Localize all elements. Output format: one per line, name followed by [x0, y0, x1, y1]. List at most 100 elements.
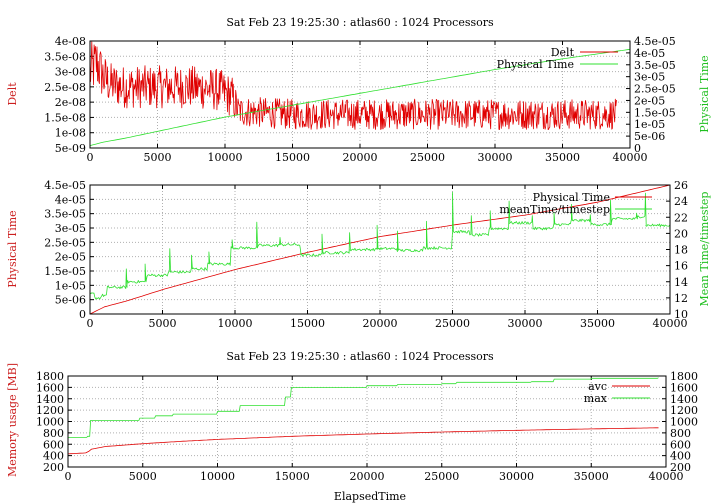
y-tick-label: 3.5e-05	[44, 208, 86, 221]
y2-tick-label: 1600	[670, 381, 698, 394]
panel-2-x-axis: 0 5000 10000 15000 20000 25000 30000 35000 40000	[87, 185, 688, 330]
x-tick-label: 15000	[290, 317, 325, 330]
y2-tick-label: 200	[670, 461, 691, 474]
panel-1-title: Sat Feb 23 19:25:30 : atlas60 : 1024 Pro…	[226, 16, 494, 29]
panel-3-legend: avc max	[584, 380, 650, 405]
y-tick-label: 4e-05	[55, 193, 86, 206]
legend-meantime: meanTime/timestep	[499, 203, 610, 216]
legend-delt: Delt	[551, 46, 575, 59]
y2-tick-label: 1800	[670, 370, 698, 383]
x-tick-label: 10000	[208, 151, 243, 164]
panel-3-title: Sat Feb 23 19:25:30 : atlas60 : 1024 Pro…	[226, 350, 494, 363]
x-tick-label: 0	[65, 470, 72, 483]
x-tick-label: 20000	[350, 470, 385, 483]
x-tick-label: 35000	[545, 151, 580, 164]
y-tick-label: 5e-06	[55, 294, 86, 307]
x-tick-label: 30000	[508, 317, 543, 330]
y2-tick-label: 1400	[670, 393, 698, 406]
panel-3-series	[67, 377, 659, 455]
panel-1-y2-axis: 05e-061e-051.5e-052e-052.5e-053e-053.5e-…	[626, 35, 676, 155]
x-tick-label: 30000	[499, 470, 534, 483]
panel-1-legend: Delt Physical Time	[497, 46, 618, 71]
panel-3-grid	[68, 376, 666, 467]
x-tick-label: 15000	[275, 151, 310, 164]
panel-1-x-axis: 0 5000 10000 15000 20000 25000 30000 35000 40000	[87, 41, 648, 164]
series-line-physical-time	[89, 184, 671, 315]
y2-tick-label: 800	[670, 427, 691, 440]
y-tick-label: 800	[43, 427, 64, 440]
y2-tick-label: 12	[674, 292, 688, 305]
y-tick-label: 200	[43, 461, 64, 474]
y2-tick-label: 24	[674, 195, 688, 208]
panel-3-xlabel: ElapsedTime	[334, 490, 406, 503]
x-tick-label: 25000	[435, 317, 470, 330]
y-tick-label: 2.5e-05	[44, 236, 86, 249]
y-tick-label: 3e-08	[55, 66, 86, 79]
y-tick-label: 1600	[36, 381, 64, 394]
y-tick-label: 1.5e-08	[44, 111, 86, 124]
y2-tick-label: 1000	[670, 416, 698, 429]
y2-tick-label: 4e-05	[634, 47, 665, 60]
x-tick-label: 15000	[275, 470, 310, 483]
series-line-max	[68, 377, 659, 438]
panel-1-y2label: Physical Time	[698, 55, 711, 132]
x-tick-label: 20000	[343, 151, 378, 164]
x-tick-label: 5000	[149, 317, 177, 330]
y-tick-label: 1000	[36, 416, 64, 429]
meantime-panel: Physical Time Mean Time/timestep 0 5000 10…	[6, 179, 711, 330]
y-tick-label: 1e-08	[55, 127, 86, 140]
y-tick-label: 4e-08	[55, 35, 86, 48]
y2-tick-label: 0	[634, 142, 641, 155]
y-tick-label: 5e-09	[55, 142, 86, 155]
y2-tick-label: 14	[674, 276, 688, 289]
y-tick-label: 3e-05	[55, 222, 86, 235]
y2-tick-label: 26	[674, 179, 688, 192]
x-tick-label: 35000	[580, 317, 615, 330]
y2-tick-label: 1.5e-05	[634, 106, 676, 119]
memory-usage-panel: Sat Feb 23 19:25:30 : atlas60 : 1024 Pro…	[6, 350, 698, 503]
y2-tick-label: 3e-05	[634, 71, 665, 84]
y-tick-label: 1200	[36, 404, 64, 417]
y-tick-label: 1.5e-05	[44, 265, 86, 278]
y2-tick-label: 5e-06	[634, 130, 665, 143]
y-tick-label: 1800	[36, 370, 64, 383]
x-tick-label: 25000	[424, 470, 459, 483]
y-tick-label: 2e-08	[55, 96, 86, 109]
series-line-physical-time	[89, 48, 631, 146]
y2-tick-label: 22	[674, 211, 688, 224]
panel-2-y2-axis: 10 12 14 16 18 20 22 24 26	[666, 179, 688, 321]
y2-tick-label: 3.5e-05	[634, 59, 676, 72]
y-tick-label: 400	[43, 450, 64, 463]
x-tick-label: 40000	[649, 470, 684, 483]
y2-tick-label: 1200	[670, 404, 698, 417]
y2-tick-label: 20	[674, 227, 688, 240]
y-tick-label: 2.5e-08	[44, 81, 86, 94]
x-tick-label: 10000	[200, 470, 235, 483]
y-tick-label: 1400	[36, 393, 64, 406]
x-tick-label: 0	[87, 317, 94, 330]
x-tick-label: 5000	[144, 151, 172, 164]
series-line-avc	[67, 427, 659, 455]
x-tick-label: 25000	[410, 151, 445, 164]
x-tick-label: 5000	[129, 470, 157, 483]
x-tick-label: 20000	[363, 317, 398, 330]
panel-1-series	[89, 41, 631, 146]
panel-1-frame	[89, 40, 631, 149]
panel-1-ylabel: Delt	[6, 82, 19, 106]
series-line-meantime-timestep	[89, 191, 671, 300]
y2-tick-label: 2.5e-05	[634, 83, 676, 96]
panel-2-series	[89, 184, 671, 315]
y2-tick-label: 400	[670, 450, 691, 463]
panel-2-ylabel: Physical Time	[6, 210, 19, 287]
panel-2-frame	[89, 184, 671, 315]
y-tick-label: 600	[43, 438, 64, 451]
legend-max: max	[584, 392, 608, 405]
panel-2-y2label: Mean Time/timestep	[698, 192, 711, 307]
legend-avc: avc	[588, 380, 607, 393]
y-tick-label: 4.5e-05	[44, 179, 86, 192]
legend-physical-time-2: Physical Time	[533, 191, 610, 204]
